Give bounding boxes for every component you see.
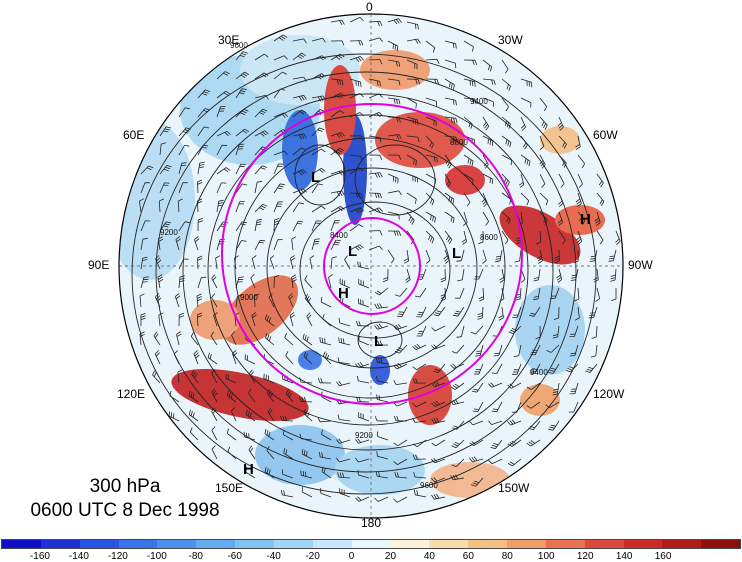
high-center-marker: H	[338, 285, 349, 302]
colorbar-tick-label: -120	[108, 551, 128, 562]
lon-label-90e: 90E	[88, 258, 109, 272]
lon-label-120e: 120E	[117, 387, 145, 401]
colorbar-cell	[390, 540, 429, 548]
colorbar-tick-label: 120	[577, 551, 594, 562]
high-center-marker: H	[580, 211, 591, 228]
contour-label: 8600	[480, 233, 498, 242]
contour-label: 9200	[160, 228, 178, 237]
colorbar-tick-label: -100	[147, 551, 167, 562]
colorbar-cell	[507, 540, 546, 548]
colorbar-tick-label: 160	[655, 551, 672, 562]
lon-label-30e: 30E	[218, 33, 239, 47]
contour-label: 9400	[470, 97, 488, 106]
lon-label-150w: 150W	[498, 481, 529, 495]
lon-label-180: 180	[361, 516, 381, 530]
colorbar-cell	[624, 540, 663, 548]
lon-label-60w: 60W	[593, 128, 618, 142]
colorbar-tick-label: 140	[616, 551, 633, 562]
low-center-marker: L	[452, 245, 461, 262]
colorbar-tick-label: -160	[30, 551, 50, 562]
colorbar-cell	[546, 540, 585, 548]
colorbar-cell	[468, 540, 507, 548]
colorbar-cell	[157, 540, 196, 548]
lon-label-30w: 30W	[498, 33, 523, 47]
colorbar-tick-label: -40	[266, 551, 280, 562]
colorbar-tick-label: 0	[349, 551, 355, 562]
colorbar-tick-label: 60	[463, 551, 474, 562]
colorbar-cell	[2, 540, 41, 548]
low-center-marker: L	[311, 169, 320, 186]
colorbar-tick-label: -140	[69, 551, 89, 562]
lon-label-60e: 60E	[123, 128, 144, 142]
lon-label-120w: 120W	[593, 387, 624, 401]
low-center-marker: L	[348, 243, 357, 260]
contour-label: 8400	[330, 231, 348, 240]
colorbar-tick-label: -60	[227, 551, 241, 562]
colorbar-cell	[235, 540, 274, 548]
colorbar-tick-label: 40	[424, 551, 435, 562]
colorbar-cell	[274, 540, 313, 548]
low-center-marker: L	[374, 333, 383, 350]
colorbar-tick-label: 100	[538, 551, 555, 562]
level-caption: 300 hPa	[0, 476, 250, 498]
colorbar-cell	[352, 540, 391, 548]
colorbar-cell	[119, 540, 158, 548]
anomaly-colorbar	[1, 539, 741, 549]
time-caption: 0600 UTC 8 Dec 1998	[0, 500, 250, 522]
colorbar-cell	[80, 540, 119, 548]
colorbar-tick-label: 20	[385, 551, 396, 562]
contour-label: 9400	[530, 368, 548, 377]
contour-label: 8800	[450, 138, 468, 147]
lon-label-0: 0	[366, 0, 373, 14]
contour-label: 9200	[355, 431, 373, 440]
colorbar-cell	[313, 540, 352, 548]
colorbar-tick-label: -20	[305, 551, 319, 562]
colorbar-tick-label: -80	[189, 551, 203, 562]
contour-label: 9000	[240, 293, 258, 302]
colorbar-cell	[701, 540, 740, 548]
colorbar-tick-label: 80	[502, 551, 513, 562]
lon-label-90w: 90W	[628, 258, 653, 272]
colorbar-cell	[41, 540, 80, 548]
colorbar-cell	[196, 540, 235, 548]
colorbar-cell	[585, 540, 624, 548]
colorbar-cell	[429, 540, 468, 548]
colorbar-cell	[662, 540, 701, 548]
contour-label: 9600	[420, 481, 438, 490]
